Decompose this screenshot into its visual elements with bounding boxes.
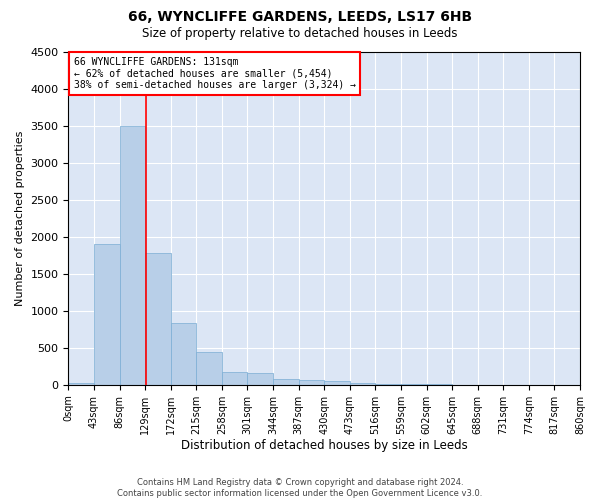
- Bar: [119, 126, 145, 385]
- Bar: [273, 379, 299, 385]
- Bar: [350, 382, 376, 385]
- Bar: [247, 373, 273, 385]
- Text: Size of property relative to detached houses in Leeds: Size of property relative to detached ho…: [142, 28, 458, 40]
- Bar: [171, 322, 196, 385]
- Text: Contains HM Land Registry data © Crown copyright and database right 2024.
Contai: Contains HM Land Registry data © Crown c…: [118, 478, 482, 498]
- Text: 66 WYNCLIFFE GARDENS: 131sqm
← 62% of detached houses are smaller (5,454)
38% of: 66 WYNCLIFFE GARDENS: 131sqm ← 62% of de…: [74, 56, 356, 90]
- Bar: [145, 253, 171, 385]
- Bar: [299, 380, 324, 385]
- Y-axis label: Number of detached properties: Number of detached properties: [15, 130, 25, 306]
- Bar: [324, 381, 350, 385]
- Bar: [196, 352, 222, 385]
- Bar: [222, 372, 247, 385]
- Text: 66, WYNCLIFFE GARDENS, LEEDS, LS17 6HB: 66, WYNCLIFFE GARDENS, LEEDS, LS17 6HB: [128, 10, 472, 24]
- Bar: [94, 244, 119, 385]
- X-axis label: Distribution of detached houses by size in Leeds: Distribution of detached houses by size …: [181, 440, 467, 452]
- Bar: [68, 382, 94, 385]
